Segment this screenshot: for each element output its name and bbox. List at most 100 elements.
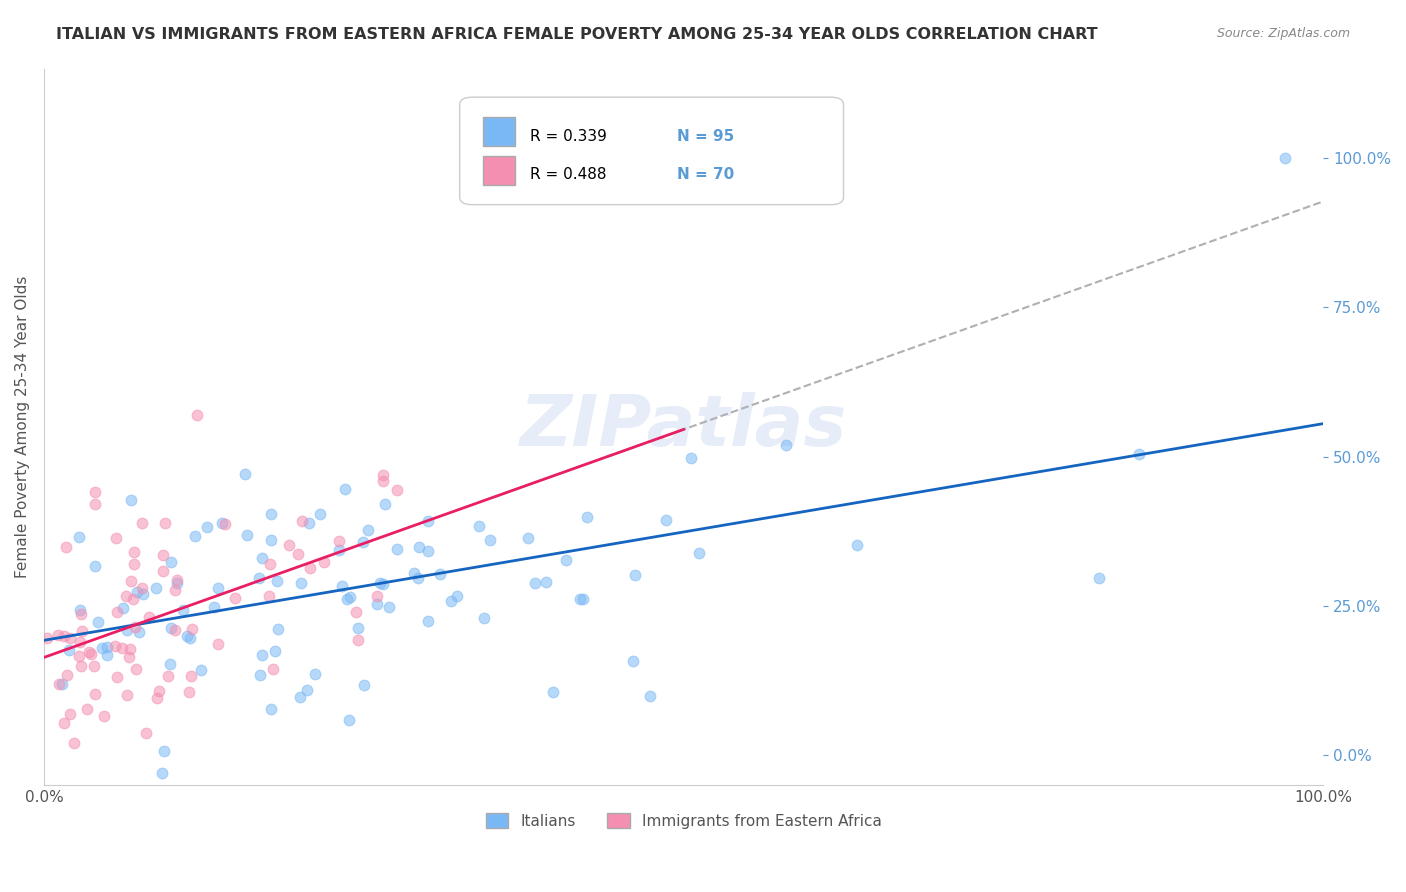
Point (138, 610, 160, 624)
Point (517, 531, 540, 545)
Point (63, 736, 86, 750)
Point (554, 553, 576, 567)
Point (478, 533, 501, 548)
Point (96, 640, 118, 655)
Point (295, 683, 318, 698)
Point (118, 650, 141, 665)
Point (523, 576, 546, 591)
Point (180, 669, 202, 683)
Point (429, 567, 451, 582)
Y-axis label: Female Poverty Among 25-34 Year Olds: Female Poverty Among 25-34 Year Olds (15, 276, 30, 578)
Point (122, 557, 145, 571)
Point (446, 590, 468, 604)
Point (120, 493, 142, 508)
Point (122, 545, 145, 559)
Point (104, 640, 127, 654)
Point (176, 629, 198, 643)
Point (418, 544, 440, 558)
Point (121, 591, 143, 606)
Point (775, 438, 797, 452)
Point (125, 662, 148, 676)
Point (339, 590, 361, 604)
Point (440, 594, 463, 608)
Point (91, 640, 114, 655)
Point (115, 623, 138, 637)
Point (266, 623, 288, 637)
Point (688, 546, 710, 560)
Point (115, 589, 138, 603)
Point (159, 621, 181, 635)
Point (153, 516, 176, 530)
Point (166, 573, 188, 587)
Point (76, 702, 98, 716)
FancyBboxPatch shape (482, 117, 515, 146)
Point (371, 475, 394, 489)
Point (214, 516, 236, 531)
Point (249, 667, 271, 681)
Point (373, 577, 395, 591)
Point (53, 715, 76, 730)
Point (330, 580, 353, 594)
Point (165, 583, 187, 598)
Point (211, 516, 233, 530)
Point (621, 654, 644, 668)
Point (83, 658, 105, 673)
Point (264, 644, 287, 658)
Point (159, 657, 181, 671)
Point (180, 622, 202, 636)
Point (474, 610, 496, 624)
Point (312, 555, 335, 569)
Point (373, 467, 395, 482)
Point (195, 520, 218, 534)
Point (328, 543, 350, 558)
Point (1274, 151, 1296, 165)
Point (160, 555, 183, 569)
Point (55, 540, 77, 554)
Point (152, 564, 174, 578)
Point (541, 685, 564, 699)
Point (87, 615, 110, 630)
Point (96, 648, 118, 662)
Point (247, 571, 270, 585)
Point (51, 677, 73, 691)
Point (128, 624, 150, 639)
Point (69, 658, 91, 673)
Point (146, 691, 169, 706)
Point (298, 561, 321, 575)
Point (118, 641, 141, 656)
Point (357, 523, 380, 537)
Point (654, 513, 676, 527)
Point (366, 589, 388, 603)
Point (406, 571, 429, 585)
Point (377, 599, 399, 614)
Point (385, 483, 408, 498)
Point (408, 540, 430, 554)
Point (127, 585, 149, 599)
Point (250, 551, 273, 566)
Point (111, 640, 134, 655)
Point (115, 688, 138, 702)
Point (179, 631, 201, 645)
Point (309, 507, 332, 521)
Point (638, 689, 661, 703)
Point (623, 568, 645, 582)
Point (679, 450, 702, 465)
Point (59, 631, 82, 645)
Point (37, 631, 59, 645)
Point (404, 566, 426, 581)
Point (374, 496, 396, 510)
Point (207, 582, 229, 596)
Text: R = 0.488: R = 0.488 (530, 167, 606, 182)
Point (56, 667, 79, 681)
Text: N = 95: N = 95 (678, 129, 734, 145)
Point (190, 663, 212, 677)
Point (48, 677, 70, 691)
Point (290, 690, 312, 704)
Point (262, 662, 284, 676)
Point (67, 649, 90, 664)
Point (179, 685, 201, 699)
Point (120, 574, 142, 588)
Point (333, 482, 356, 496)
Point (157, 669, 180, 683)
Point (59, 706, 82, 721)
